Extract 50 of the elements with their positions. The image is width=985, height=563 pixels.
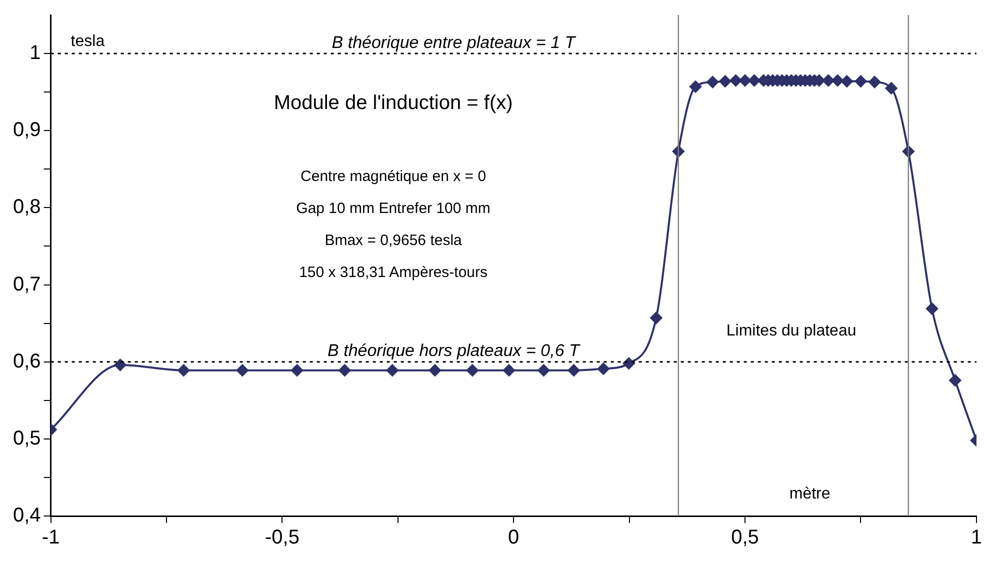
x-tick-label: -1 bbox=[42, 526, 60, 549]
point bbox=[822, 74, 834, 87]
point bbox=[885, 82, 898, 94]
ref-line-label: B théorique hors plateaux = 0,6 T bbox=[328, 341, 581, 360]
point bbox=[926, 302, 938, 315]
text: Module de l'induction = f(x) bbox=[274, 92, 513, 114]
y-tick-label: 0,9 bbox=[12, 119, 41, 142]
point bbox=[236, 364, 248, 376]
y-tick-label: 0,4 bbox=[12, 504, 41, 527]
point bbox=[502, 364, 515, 376]
annotation: Centre magnétique en x = 0 bbox=[300, 168, 486, 185]
point bbox=[538, 364, 550, 376]
annotation: Bmax = 0,9656 tesla bbox=[324, 232, 463, 249]
x-axis-title: mètre bbox=[789, 485, 830, 502]
point bbox=[748, 74, 760, 87]
point bbox=[178, 364, 190, 376]
y-tick-label: 0,6 bbox=[12, 350, 41, 372]
y-tick-label: 0,8 bbox=[12, 196, 41, 218]
point bbox=[840, 75, 853, 88]
x-tick-label: 1 bbox=[970, 526, 982, 549]
x-tick-label: -0,5 bbox=[264, 526, 300, 549]
point bbox=[386, 364, 398, 376]
point bbox=[622, 357, 635, 370]
y-tick-label: 0,7 bbox=[12, 273, 41, 296]
point bbox=[706, 76, 719, 88]
point bbox=[868, 76, 881, 88]
point bbox=[568, 364, 580, 376]
point bbox=[466, 364, 478, 376]
point bbox=[739, 74, 752, 87]
annotation: Limites du plateau bbox=[726, 322, 856, 340]
point bbox=[690, 80, 702, 93]
annotation: Gap 10 mm Entrefer 100 mm bbox=[296, 200, 490, 217]
point bbox=[428, 364, 441, 376]
point bbox=[597, 362, 610, 375]
x-tick-label: 0,5 bbox=[731, 526, 759, 549]
point bbox=[730, 74, 742, 87]
point bbox=[719, 75, 732, 88]
point bbox=[291, 364, 304, 376]
point bbox=[832, 74, 844, 87]
point bbox=[854, 75, 867, 88]
y-tick-label: 0,5 bbox=[12, 427, 41, 450]
point bbox=[949, 374, 962, 386]
y-tick-label: 1 bbox=[30, 42, 41, 64]
annotation: 150 x 318,31 Ampères-tours bbox=[299, 264, 488, 281]
y-axis-title: tesla bbox=[70, 32, 105, 50]
point bbox=[338, 364, 351, 376]
point bbox=[114, 358, 126, 371]
point bbox=[650, 312, 662, 324]
ref-line-label: B théorique entre plateaux = 1 T bbox=[332, 32, 577, 52]
x-tick-label: 0 bbox=[508, 526, 520, 549]
